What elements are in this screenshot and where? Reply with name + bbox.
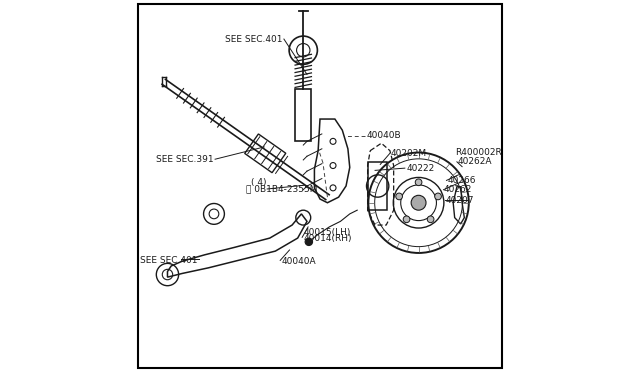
Circle shape [428,216,434,222]
Circle shape [305,238,312,246]
Text: 40040A: 40040A [282,257,316,266]
Text: 40262: 40262 [444,185,472,194]
Bar [295,89,312,141]
Text: ( 4): ( 4) [251,178,267,187]
Circle shape [411,195,426,210]
Circle shape [403,216,410,222]
Text: 40014(RH): 40014(RH) [303,234,352,243]
Text: 40015(LH): 40015(LH) [303,228,351,237]
Circle shape [415,179,422,186]
Text: 40202M: 40202M [390,149,427,158]
Text: 40222: 40222 [406,164,435,173]
Circle shape [435,193,442,200]
Text: 40266: 40266 [447,176,476,185]
Text: Ⓑ 0B1B4-2355M: Ⓑ 0B1B4-2355M [246,185,317,193]
Text: SEE SEC.401: SEE SEC.401 [225,35,283,44]
Text: R400002R: R400002R [454,148,501,157]
Text: 40207: 40207 [445,196,474,205]
Bar [369,162,387,210]
Text: SEE SEC.401: SEE SEC.401 [141,256,198,265]
Text: 40040B: 40040B [367,131,401,140]
Text: SEE SEC.391: SEE SEC.391 [156,155,214,164]
Circle shape [396,193,403,200]
Text: 40262A: 40262A [458,157,492,166]
